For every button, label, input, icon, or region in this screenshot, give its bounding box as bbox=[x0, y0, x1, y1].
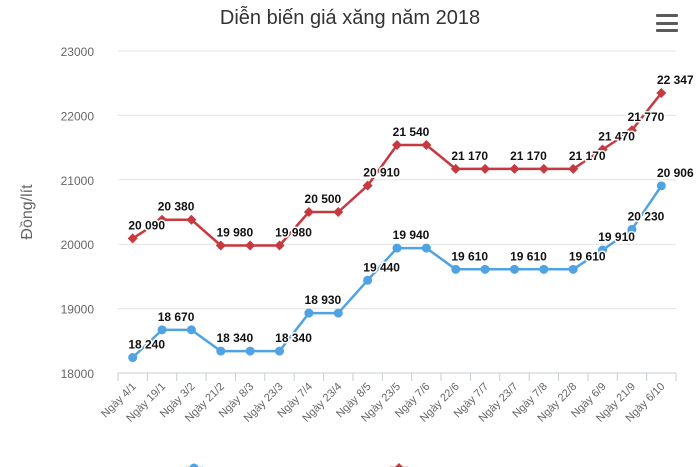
data-point bbox=[451, 264, 461, 274]
series-lines bbox=[127, 88, 667, 363]
data-label: 20 090 bbox=[128, 218, 165, 232]
chart-title: Diễn biến giá xăng năm 2018 bbox=[220, 6, 480, 29]
data-point bbox=[450, 163, 461, 174]
data-labels: 20 090 20 380 19 980 19 980 20 500 20 910 21 5… bbox=[127, 72, 696, 353]
data-point bbox=[421, 243, 431, 253]
data-point bbox=[186, 325, 196, 335]
data-point bbox=[275, 346, 285, 356]
data-point bbox=[216, 346, 226, 356]
data-point bbox=[186, 214, 197, 225]
data-point bbox=[362, 180, 373, 191]
y-tick-label: 22000 bbox=[61, 109, 95, 123]
data-point bbox=[245, 346, 255, 356]
data-point bbox=[597, 144, 608, 155]
data-point bbox=[303, 207, 314, 217]
data-point bbox=[421, 140, 432, 151]
data-label: 19 610 bbox=[510, 249, 547, 263]
data-point bbox=[480, 264, 490, 274]
data-label: 18 340 bbox=[216, 331, 253, 345]
data-label: 19 980 bbox=[275, 225, 312, 239]
gridlines bbox=[118, 50, 676, 374]
data-label: 21 770 bbox=[628, 110, 665, 124]
data-label: 19 980 bbox=[216, 225, 253, 239]
data-point bbox=[656, 181, 666, 191]
data-point bbox=[598, 245, 608, 255]
data-label: 19 610 bbox=[569, 249, 606, 263]
data-label: 19 440 bbox=[363, 260, 400, 274]
data-label: 21 170 bbox=[510, 149, 547, 163]
data-label: 18 240 bbox=[128, 338, 165, 352]
data-label: 20 500 bbox=[305, 192, 342, 206]
data-label: 18 340 bbox=[275, 331, 312, 345]
menu-bar bbox=[656, 29, 678, 32]
data-label: 22 347 bbox=[657, 73, 694, 87]
data-point bbox=[245, 240, 256, 251]
y-axis-ticks: 18000 19000 20000 21000 22000 23000 bbox=[61, 45, 95, 381]
data-label: 20 906 bbox=[657, 166, 694, 180]
data-label: 21 170 bbox=[569, 149, 606, 163]
data-label: 19 910 bbox=[598, 230, 635, 244]
y-tick-label: 21000 bbox=[61, 174, 95, 188]
y-axis-title: Đồng/lít bbox=[19, 184, 36, 240]
data-point bbox=[392, 140, 402, 151]
data-point bbox=[509, 163, 520, 174]
legend-marker bbox=[395, 463, 403, 467]
data-point bbox=[157, 325, 167, 335]
data-point bbox=[480, 163, 491, 174]
data-label: 21 170 bbox=[451, 149, 488, 163]
data-label: 20 910 bbox=[363, 166, 400, 180]
data-point bbox=[363, 275, 373, 285]
data-point bbox=[539, 264, 549, 274]
data-point bbox=[215, 240, 226, 251]
data-point bbox=[304, 308, 314, 318]
data-label: 21 540 bbox=[393, 125, 430, 139]
data-point bbox=[128, 353, 138, 363]
data-point bbox=[656, 88, 667, 99]
data-point bbox=[568, 163, 579, 174]
data-label: 18 670 bbox=[158, 310, 195, 324]
y-tick-label: 18000 bbox=[61, 367, 95, 381]
data-label: 20 230 bbox=[628, 209, 665, 223]
legend-marker bbox=[189, 463, 199, 467]
data-point bbox=[627, 224, 637, 234]
data-label: 18 930 bbox=[305, 293, 342, 307]
data-point bbox=[333, 207, 344, 217]
data-label: 21 470 bbox=[598, 130, 635, 144]
data-point bbox=[333, 308, 343, 318]
y-tick-label: 20000 bbox=[61, 238, 95, 252]
data-point bbox=[392, 243, 402, 253]
y-tick-label: 19000 bbox=[61, 303, 95, 317]
hamburger-menu-icon[interactable] bbox=[656, 14, 678, 32]
data-point bbox=[157, 214, 168, 225]
data-label: 19 940 bbox=[393, 228, 430, 242]
legend[interactable] bbox=[185, 463, 408, 467]
menu-bar bbox=[656, 21, 678, 25]
data-point bbox=[127, 233, 138, 244]
data-point bbox=[568, 264, 578, 274]
data-label: 19 610 bbox=[451, 249, 488, 263]
data-point bbox=[538, 163, 549, 174]
menu-bar bbox=[656, 14, 678, 17]
data-label: 20 380 bbox=[158, 200, 195, 214]
data-point bbox=[509, 264, 519, 274]
data-point bbox=[626, 125, 637, 136]
data-point bbox=[274, 240, 285, 251]
y-tick-label: 23000 bbox=[61, 45, 95, 59]
